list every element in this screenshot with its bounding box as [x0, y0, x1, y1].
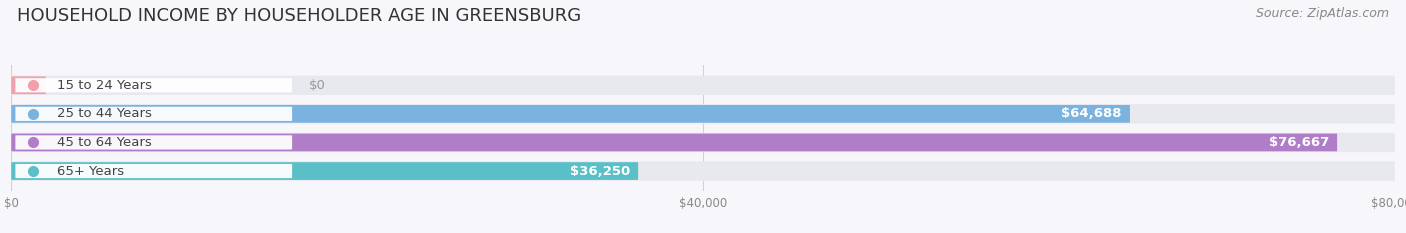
- Text: 45 to 64 Years: 45 to 64 Years: [56, 136, 152, 149]
- Text: $36,250: $36,250: [569, 164, 630, 178]
- Text: 65+ Years: 65+ Years: [56, 164, 124, 178]
- Text: 15 to 24 Years: 15 to 24 Years: [56, 79, 152, 92]
- Text: HOUSEHOLD INCOME BY HOUSEHOLDER AGE IN GREENSBURG: HOUSEHOLD INCOME BY HOUSEHOLDER AGE IN G…: [17, 7, 581, 25]
- FancyBboxPatch shape: [15, 164, 292, 178]
- FancyBboxPatch shape: [11, 162, 638, 180]
- FancyBboxPatch shape: [11, 161, 1395, 181]
- FancyBboxPatch shape: [15, 107, 292, 121]
- FancyBboxPatch shape: [15, 135, 292, 150]
- Text: $64,688: $64,688: [1062, 107, 1122, 120]
- Text: Source: ZipAtlas.com: Source: ZipAtlas.com: [1256, 7, 1389, 20]
- FancyBboxPatch shape: [11, 104, 1395, 123]
- Text: $76,667: $76,667: [1268, 136, 1329, 149]
- FancyBboxPatch shape: [11, 134, 1337, 151]
- FancyBboxPatch shape: [11, 133, 1395, 152]
- FancyBboxPatch shape: [11, 75, 1395, 95]
- Text: 25 to 44 Years: 25 to 44 Years: [56, 107, 152, 120]
- FancyBboxPatch shape: [15, 78, 292, 92]
- FancyBboxPatch shape: [11, 76, 46, 94]
- Text: $0: $0: [309, 79, 326, 92]
- FancyBboxPatch shape: [11, 105, 1130, 123]
